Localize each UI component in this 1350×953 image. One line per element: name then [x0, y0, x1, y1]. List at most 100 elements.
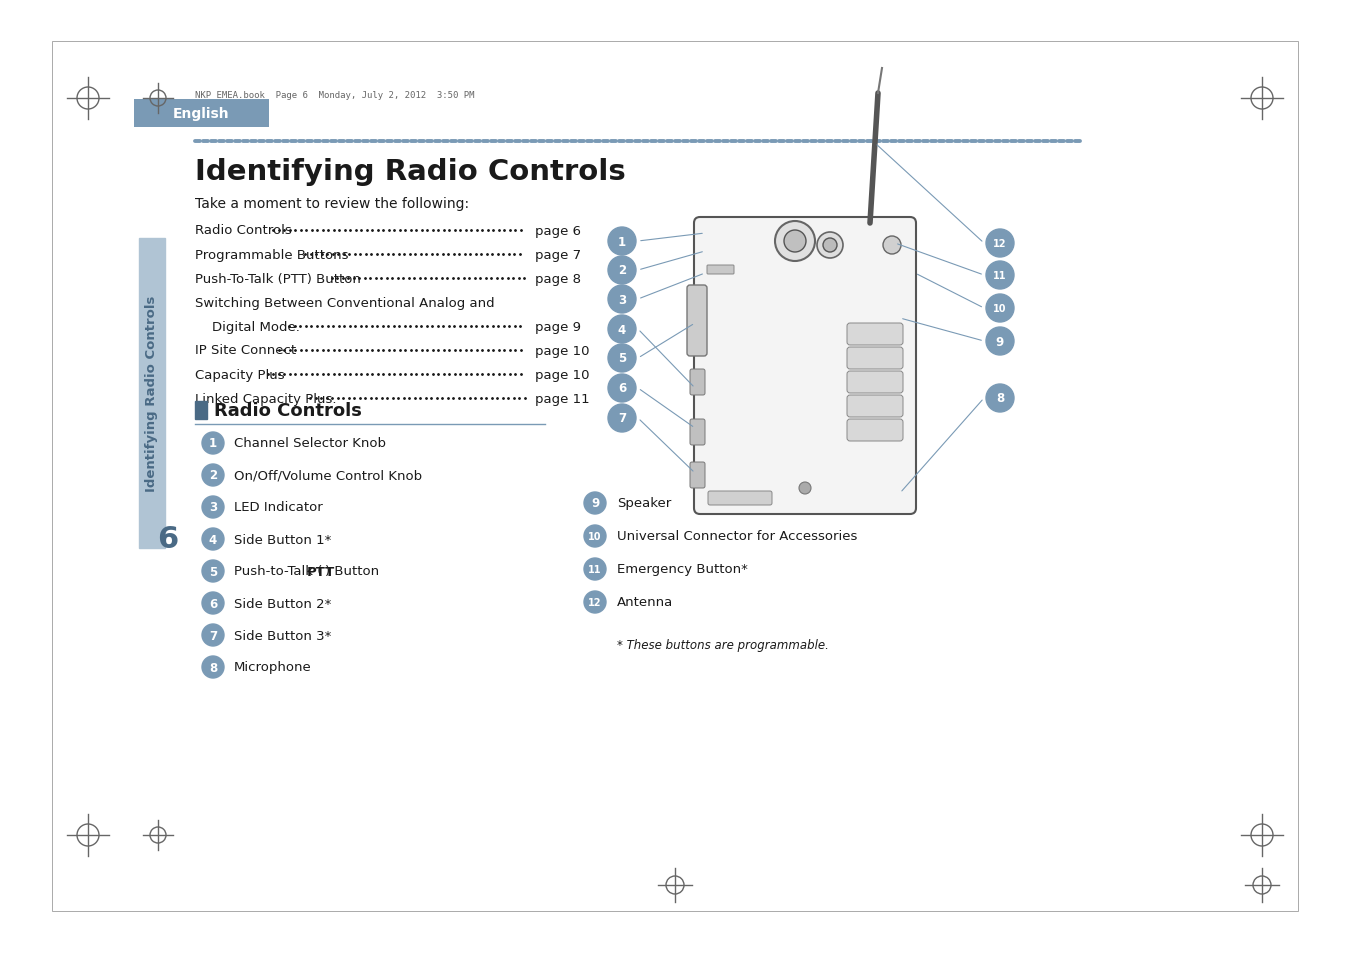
Text: Speaker: Speaker — [617, 497, 671, 510]
Text: Digital Mode.: Digital Mode. — [194, 320, 300, 334]
Text: LED Indicator: LED Indicator — [234, 501, 323, 514]
Circle shape — [585, 525, 606, 547]
FancyBboxPatch shape — [687, 286, 707, 356]
Circle shape — [202, 464, 224, 486]
Circle shape — [608, 228, 636, 255]
Circle shape — [799, 482, 811, 495]
Circle shape — [608, 315, 636, 344]
Circle shape — [986, 328, 1014, 355]
Text: 11: 11 — [589, 564, 602, 575]
Circle shape — [784, 231, 806, 253]
Text: 4: 4 — [618, 323, 626, 336]
Circle shape — [585, 558, 606, 580]
Text: Side Button 2*: Side Button 2* — [234, 597, 331, 610]
Text: On/Off/Volume Control Knob: On/Off/Volume Control Knob — [234, 469, 423, 482]
Text: 3: 3 — [209, 501, 217, 514]
Text: Identifying Radio Controls: Identifying Radio Controls — [194, 158, 626, 186]
Text: ) Button: ) Button — [325, 565, 379, 578]
Circle shape — [986, 262, 1014, 290]
Circle shape — [202, 529, 224, 551]
Text: Side Button 1*: Side Button 1* — [234, 533, 331, 546]
Text: Take a moment to review the following:: Take a moment to review the following: — [194, 196, 470, 211]
Text: Radio Controls: Radio Controls — [215, 401, 362, 419]
Text: 6: 6 — [209, 597, 217, 610]
Circle shape — [824, 239, 837, 253]
Circle shape — [608, 375, 636, 402]
Text: page 9: page 9 — [535, 320, 580, 334]
Text: 3: 3 — [618, 294, 626, 306]
Text: Universal Connector for Accessories: Universal Connector for Accessories — [617, 530, 857, 543]
FancyBboxPatch shape — [707, 266, 734, 274]
Text: 4: 4 — [209, 533, 217, 546]
FancyBboxPatch shape — [846, 419, 903, 441]
Text: 6: 6 — [158, 524, 178, 553]
Text: page 6: page 6 — [535, 224, 580, 237]
Bar — [139, 239, 165, 548]
FancyBboxPatch shape — [690, 462, 705, 489]
Circle shape — [608, 286, 636, 314]
Text: Identifying Radio Controls: Identifying Radio Controls — [146, 295, 158, 492]
FancyBboxPatch shape — [846, 372, 903, 394]
Text: Radio Controls: Radio Controls — [194, 224, 292, 237]
Circle shape — [986, 294, 1014, 323]
Text: Channel Selector Knob: Channel Selector Knob — [234, 437, 386, 450]
FancyBboxPatch shape — [690, 419, 705, 446]
Circle shape — [883, 236, 900, 254]
FancyBboxPatch shape — [690, 370, 705, 395]
FancyBboxPatch shape — [846, 348, 903, 370]
Text: Switching Between Conventional Analog and: Switching Between Conventional Analog an… — [194, 296, 494, 309]
Text: 8: 8 — [996, 392, 1004, 405]
Text: 5: 5 — [209, 565, 217, 578]
Text: 2: 2 — [209, 469, 217, 482]
Text: 12: 12 — [589, 598, 602, 607]
Circle shape — [817, 233, 842, 258]
Circle shape — [986, 385, 1014, 413]
Text: 2: 2 — [618, 264, 626, 277]
Text: page 7: page 7 — [535, 248, 580, 261]
Text: 1: 1 — [618, 235, 626, 248]
Text: page 8: page 8 — [535, 273, 580, 285]
Circle shape — [986, 230, 1014, 257]
Text: page 11: page 11 — [535, 392, 590, 405]
Text: English: English — [173, 107, 230, 121]
Circle shape — [202, 593, 224, 615]
Circle shape — [202, 560, 224, 582]
Text: 7: 7 — [618, 412, 626, 425]
Text: 9: 9 — [591, 497, 599, 510]
Text: * These buttons are programmable.: * These buttons are programmable. — [617, 639, 829, 652]
Text: 10: 10 — [589, 532, 602, 541]
Text: Antenna: Antenna — [617, 596, 674, 609]
Circle shape — [775, 222, 815, 262]
Bar — [194, 401, 207, 419]
Text: Emergency Button*: Emergency Button* — [617, 563, 748, 576]
Circle shape — [202, 624, 224, 646]
Circle shape — [585, 493, 606, 515]
Text: PTT: PTT — [306, 565, 335, 578]
Text: NKP_EMEA.book  Page 6  Monday, July 2, 2012  3:50 PM: NKP_EMEA.book Page 6 Monday, July 2, 201… — [194, 91, 474, 100]
FancyBboxPatch shape — [846, 395, 903, 417]
FancyBboxPatch shape — [707, 492, 772, 505]
Circle shape — [608, 256, 636, 285]
Text: 1: 1 — [209, 437, 217, 450]
Text: 12: 12 — [994, 239, 1007, 249]
Text: 6: 6 — [618, 382, 626, 395]
Text: Push-To-Talk (PTT) Button: Push-To-Talk (PTT) Button — [194, 273, 360, 285]
Circle shape — [585, 592, 606, 614]
Text: Programmable Buttons: Programmable Buttons — [194, 248, 348, 261]
Text: 11: 11 — [994, 271, 1007, 281]
Text: Side Button 3*: Side Button 3* — [234, 629, 331, 641]
Circle shape — [202, 657, 224, 679]
Text: 5: 5 — [618, 352, 626, 365]
Text: Microphone: Microphone — [234, 660, 312, 674]
Text: page 10: page 10 — [535, 368, 590, 381]
Text: 9: 9 — [996, 335, 1004, 348]
Text: IP Site Connect: IP Site Connect — [194, 344, 296, 357]
Text: Capacity Plus: Capacity Plus — [194, 368, 285, 381]
Text: Linked Capacity Plus.: Linked Capacity Plus. — [194, 392, 336, 405]
Text: page 10: page 10 — [535, 344, 590, 357]
Text: Push-to-Talk (: Push-to-Talk ( — [234, 565, 323, 578]
Circle shape — [608, 345, 636, 373]
Circle shape — [608, 405, 636, 433]
Text: 8: 8 — [209, 660, 217, 674]
Text: 7: 7 — [209, 629, 217, 641]
